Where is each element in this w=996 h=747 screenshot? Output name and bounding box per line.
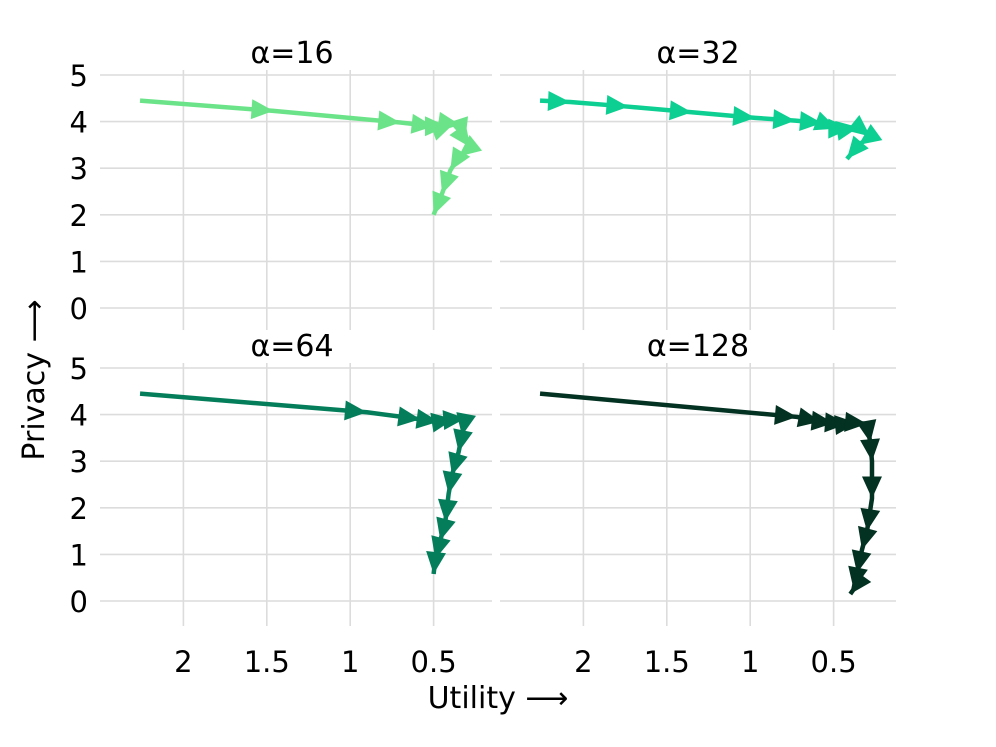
step-arrow-marker — [250, 99, 274, 120]
x-tick-label: 0.5 — [811, 645, 857, 679]
series-line — [539, 98, 873, 161]
y-tick-label: 2 — [70, 199, 88, 233]
series-line — [139, 391, 468, 575]
panel-1: α=16 — [100, 36, 492, 330]
step-arrow-marker — [426, 550, 447, 574]
step-arrow-marker — [851, 549, 872, 574]
y-tick-label: 0 — [70, 292, 88, 326]
x-tick-label: 1 — [341, 645, 359, 679]
panel-3: α=64 — [100, 329, 492, 626]
y-tick-label: 2 — [70, 492, 88, 526]
y-tick-labels: 0 1 2 3 4 5 0 1 2 3 4 5 — [70, 59, 88, 619]
panel-title: α=128 — [647, 329, 749, 364]
y-tick-label: 0 — [70, 585, 88, 619]
step-arrow-marker — [846, 114, 871, 137]
step-arrow-marker — [774, 404, 797, 425]
step-arrow-marker — [799, 111, 822, 132]
step-arrow-marker — [437, 111, 461, 132]
step-arrow-marker — [772, 109, 796, 130]
panel-title: α=16 — [250, 36, 333, 71]
y-tick-label: 3 — [70, 445, 88, 479]
panel-title: α=64 — [250, 329, 333, 364]
step-arrow-marker — [450, 146, 471, 171]
step-arrow-marker — [415, 408, 439, 429]
panel-title: α=32 — [656, 36, 739, 71]
step-arrow-marker — [442, 470, 463, 494]
step-arrow-marker — [432, 190, 452, 215]
step-arrow-marker — [410, 113, 434, 134]
step-arrow-marker — [856, 419, 877, 443]
y-tick-label: 5 — [70, 352, 88, 386]
step-arrow-marker — [547, 91, 571, 111]
x-tick-label: 1.5 — [644, 645, 690, 679]
step-arrow-marker — [437, 498, 458, 522]
step-arrow-marker — [810, 410, 834, 431]
panel-4: α=128 — [500, 329, 896, 626]
series-line — [139, 98, 473, 216]
step-arrow-marker — [858, 123, 883, 145]
step-arrow-marker — [844, 411, 867, 432]
x-tick-label: 0.5 — [411, 645, 457, 679]
step-arrow-marker — [850, 570, 872, 595]
x-axis-title: Utility ⟶ — [428, 681, 569, 716]
step-arrow-marker — [439, 169, 459, 194]
step-arrow-marker — [344, 400, 367, 421]
step-arrow-marker — [453, 428, 473, 452]
x-tick-labels: 2 1.5 1 0.5 2 1.5 1 0.5 — [174, 645, 857, 679]
y-tick-label: 4 — [70, 106, 88, 140]
panels-group: α=16 α=32 α=64 α=128 — [100, 36, 896, 626]
y-tick-label: 1 — [70, 538, 88, 572]
step-arrow-marker — [449, 123, 471, 148]
x-tick-label: 1 — [741, 645, 759, 679]
x-tick-label: 2 — [574, 645, 592, 679]
step-arrow-marker — [858, 525, 878, 550]
step-arrow-marker — [436, 516, 456, 541]
step-arrow-marker — [458, 135, 483, 157]
y-tick-label: 4 — [70, 399, 88, 433]
panel-2: α=32 — [500, 36, 896, 330]
y-tick-label: 5 — [70, 59, 88, 93]
step-arrow-marker — [861, 476, 882, 499]
step-arrow-marker — [442, 410, 466, 431]
step-arrow-marker — [669, 100, 692, 121]
step-arrow-marker — [397, 406, 421, 427]
step-arrow-marker — [860, 507, 881, 532]
step-arrow-marker — [448, 451, 468, 476]
x-tick-label: 2 — [174, 645, 192, 679]
step-arrow-marker — [377, 110, 401, 131]
step-arrow-marker — [456, 412, 476, 436]
step-arrow-marker — [846, 135, 869, 159]
step-arrow-marker — [732, 105, 756, 126]
y-axis-title: Privacy ⟶ — [17, 299, 52, 460]
step-arrow-marker — [605, 94, 629, 115]
y-tick-label: 3 — [70, 152, 88, 186]
step-arrow-marker — [860, 438, 880, 462]
x-tick-label: 1.5 — [244, 645, 290, 679]
y-tick-label: 1 — [70, 245, 88, 279]
